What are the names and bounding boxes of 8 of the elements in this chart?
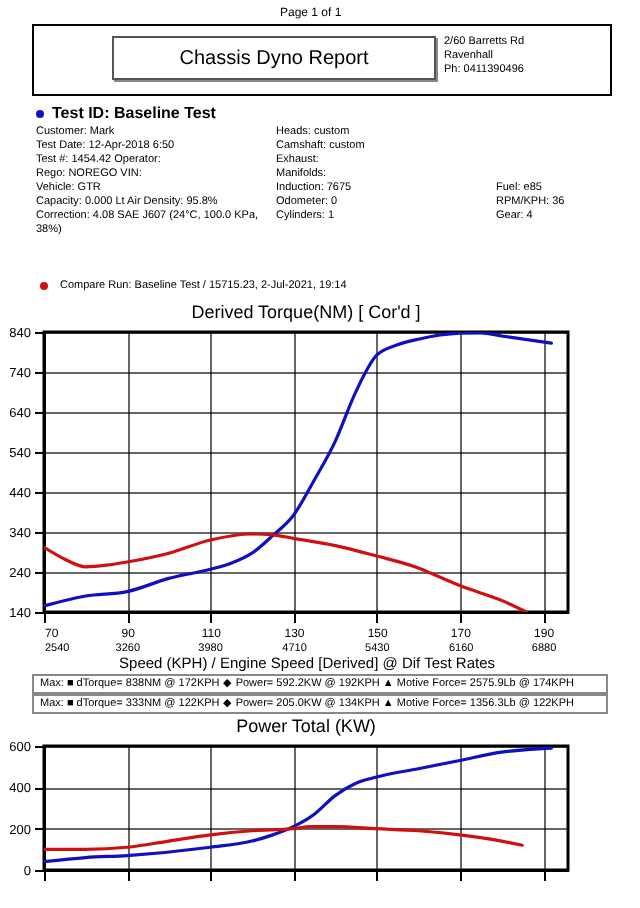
line-series xyxy=(44,746,553,864)
line-series xyxy=(44,532,529,612)
line-series xyxy=(44,332,553,608)
text: Chassis Dyno Report xyxy=(112,36,436,80)
chart-title: Derived Torque(NM) [ Cor'd ] xyxy=(191,302,421,322)
line-series xyxy=(44,825,524,851)
chart-title: Power Total (KW) xyxy=(236,716,376,736)
text: Test ID: Baseline Test xyxy=(52,104,216,122)
